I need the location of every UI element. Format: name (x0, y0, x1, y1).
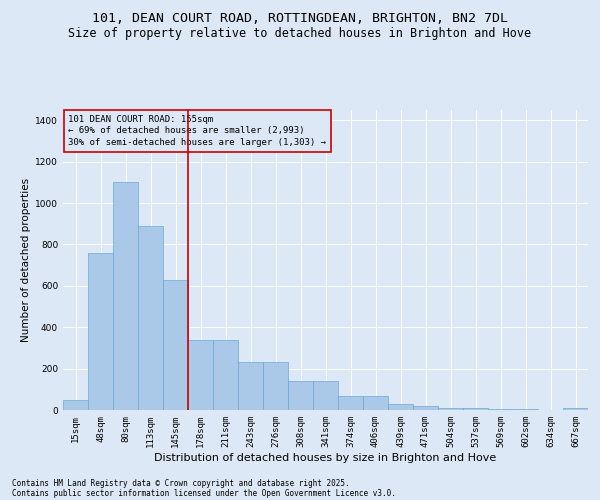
Bar (338, 396, 363, 410)
X-axis label: Distribution of detached houses by size in Brighton and Hove: Distribution of detached houses by size … (154, 452, 497, 462)
Text: Contains HM Land Registry data © Crown copyright and database right 2025.: Contains HM Land Registry data © Crown c… (12, 478, 350, 488)
Y-axis label: Number of detached properties: Number of detached properties (21, 178, 31, 342)
Bar (313, 381, 338, 410)
Bar (188, 340, 213, 410)
Bar (213, 340, 238, 410)
Bar (263, 362, 288, 410)
Bar (413, 406, 438, 410)
Bar (563, 408, 588, 410)
Bar (138, 226, 163, 410)
Text: 101, DEAN COURT ROAD, ROTTINGDEAN, BRIGHTON, BN2 7DL: 101, DEAN COURT ROAD, ROTTINGDEAN, BRIGH… (92, 12, 508, 26)
Bar (113, 182, 138, 410)
Bar (463, 408, 488, 410)
Bar (163, 280, 188, 410)
Bar (388, 404, 413, 410)
Bar (88, 253, 113, 410)
Text: Contains public sector information licensed under the Open Government Licence v3: Contains public sector information licen… (12, 488, 396, 498)
Text: Size of property relative to detached houses in Brighton and Hove: Size of property relative to detached ho… (68, 28, 532, 40)
Bar (288, 381, 313, 410)
Bar (513, 409, 538, 410)
Bar (438, 408, 463, 410)
Bar (238, 362, 263, 410)
Bar (63, 400, 88, 410)
Bar (488, 409, 513, 410)
Bar (363, 396, 388, 410)
Text: 101 DEAN COURT ROAD: 155sqm
← 69% of detached houses are smaller (2,993)
30% of : 101 DEAN COURT ROAD: 155sqm ← 69% of det… (68, 114, 326, 147)
